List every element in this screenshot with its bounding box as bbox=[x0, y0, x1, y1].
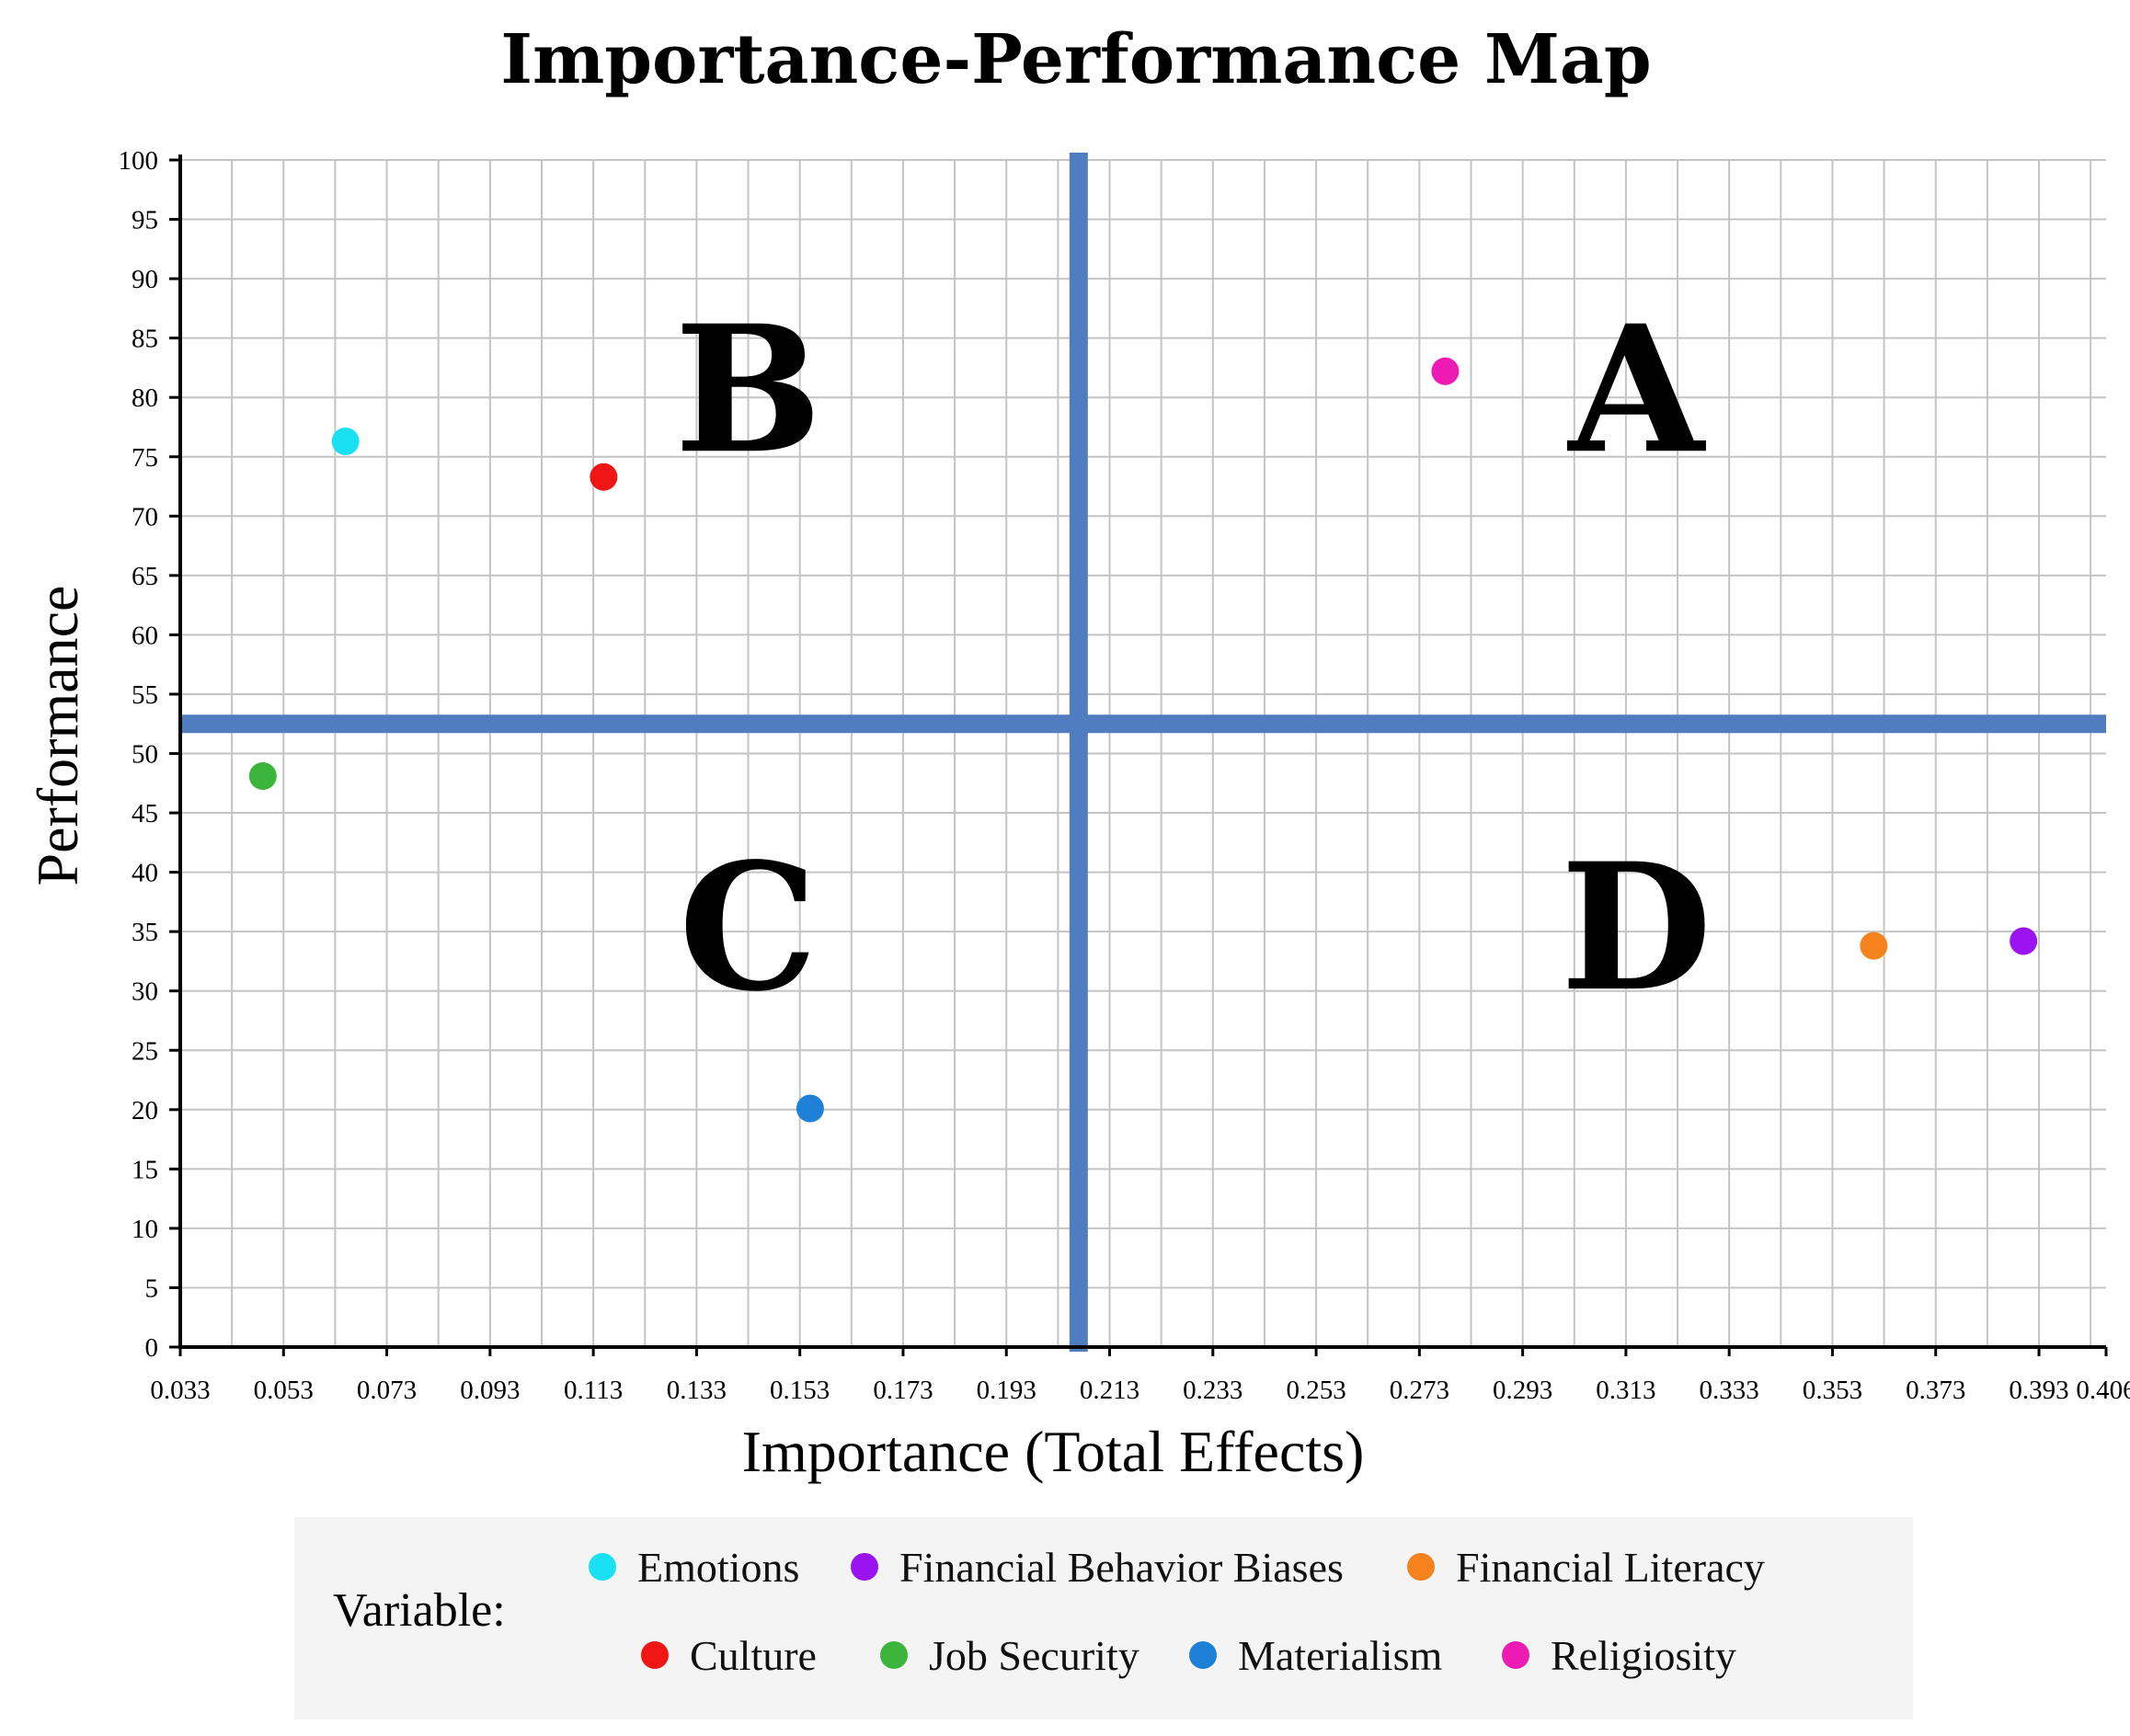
y-tick-label: 10 bbox=[132, 1215, 158, 1244]
y-tick-label: 65 bbox=[132, 562, 158, 591]
y-tick-label: 25 bbox=[132, 1036, 158, 1066]
x-tick-label: 0.373 bbox=[1906, 1376, 1965, 1405]
quadrant-label-d: D bbox=[1561, 825, 1712, 1030]
quadrant-label-b: B bbox=[674, 287, 822, 492]
legend-label-emotions: Emotions bbox=[637, 1544, 799, 1591]
point-culture bbox=[590, 463, 618, 491]
y-tick-label: 20 bbox=[132, 1096, 158, 1125]
legend-background bbox=[294, 1517, 1913, 1719]
legend-items: Emotions Financial Behavior Biases Financi… bbox=[589, 1544, 1765, 1679]
y-tick-labels: 0 5 10 15 20 25 30 35 40 45 50 55 60 65 70 75 80 85 90 95 10… bbox=[119, 146, 159, 1363]
legend-marker-materialism bbox=[1189, 1641, 1217, 1669]
legend: Variable: Emotions Financial Behavior Bia… bbox=[294, 1517, 1913, 1719]
axes bbox=[169, 154, 2108, 1356]
y-tick-label: 85 bbox=[132, 325, 158, 354]
y-tick-label: 45 bbox=[132, 799, 158, 828]
point-financial-behavior-biases bbox=[2010, 927, 2038, 955]
y-tick-label: 70 bbox=[132, 502, 158, 531]
y-tick-label: 90 bbox=[132, 265, 158, 294]
quadrant-label-c: C bbox=[679, 825, 818, 1030]
x-tick-label: 0.153 bbox=[770, 1376, 830, 1405]
x-tick-label: 0.133 bbox=[667, 1376, 727, 1405]
legend-title: Variable: bbox=[333, 1584, 506, 1637]
legend-marker-culture bbox=[641, 1641, 669, 1669]
point-materialism bbox=[796, 1094, 824, 1123]
x-tick-label: 0.353 bbox=[1803, 1376, 1862, 1405]
legend-marker-financial-behavior-biases bbox=[851, 1553, 878, 1581]
x-tick-label: 0.093 bbox=[460, 1376, 520, 1405]
y-tick-label: 50 bbox=[132, 740, 158, 770]
legend-marker-emotions bbox=[589, 1553, 616, 1581]
point-job-security bbox=[248, 762, 277, 791]
y-tick-label: 75 bbox=[132, 443, 158, 473]
y-axis-title: Performance bbox=[25, 586, 90, 886]
y-tick-label: 35 bbox=[132, 918, 158, 947]
legend-label-culture: Culture bbox=[690, 1632, 817, 1679]
x-tick-label: 0.193 bbox=[977, 1376, 1036, 1405]
data-points bbox=[248, 357, 2038, 1123]
x-tick-label: 0.406 bbox=[2076, 1376, 2130, 1405]
x-axis-title: Importance (Total Effects) bbox=[742, 1419, 1365, 1484]
x-tick-label: 0.333 bbox=[1700, 1376, 1759, 1405]
x-tick-label: 0.113 bbox=[564, 1376, 623, 1405]
legend-marker-religiosity bbox=[1502, 1641, 1529, 1669]
x-tick-label: 0.053 bbox=[254, 1376, 314, 1405]
legend-marker-financial-literacy bbox=[1407, 1553, 1435, 1581]
y-tick-label: 55 bbox=[132, 680, 158, 710]
point-emotions bbox=[331, 427, 360, 455]
x-tick-label: 0.393 bbox=[2009, 1376, 2068, 1405]
y-tick-label: 100 bbox=[119, 146, 159, 176]
x-tick-labels: 0.033 0.053 0.073 0.093 0.113 0.133 0.153 0.173… bbox=[150, 1376, 2130, 1405]
x-tick-label: 0.273 bbox=[1390, 1376, 1449, 1405]
legend-label-religiosity: Religiosity bbox=[1551, 1632, 1736, 1679]
y-tick-label: 80 bbox=[132, 383, 158, 413]
y-tick-label: 15 bbox=[132, 1155, 158, 1184]
y-tick-label: 0 bbox=[145, 1333, 159, 1363]
quadrant-labels: A B C D bbox=[674, 287, 1712, 1030]
y-tick-label: 60 bbox=[132, 621, 158, 650]
x-tick-label: 0.293 bbox=[1493, 1376, 1552, 1405]
chart-title: Importance-Performance Map bbox=[500, 20, 1651, 99]
legend-label-financial-literacy: Financial Literacy bbox=[1456, 1544, 1765, 1591]
quadrant-label-a: A bbox=[1566, 287, 1706, 492]
legend-marker-job-security bbox=[880, 1641, 908, 1669]
legend-label-financial-behavior-biases: Financial Behavior Biases bbox=[899, 1544, 1344, 1591]
grid bbox=[179, 159, 2106, 1348]
x-tick-label: 0.073 bbox=[357, 1376, 417, 1405]
y-tick-label: 40 bbox=[132, 859, 158, 888]
y-tick-label: 5 bbox=[145, 1273, 159, 1303]
mean-lines bbox=[180, 153, 2106, 1352]
x-tick-label: 0.173 bbox=[873, 1376, 933, 1405]
y-tick-label: 30 bbox=[132, 977, 158, 1007]
x-tick-label: 0.233 bbox=[1183, 1376, 1242, 1405]
x-tick-label: 0.033 bbox=[150, 1376, 210, 1405]
point-financial-literacy bbox=[1860, 931, 1888, 960]
x-tick-label: 0.213 bbox=[1080, 1376, 1139, 1405]
y-tick-label: 95 bbox=[132, 206, 158, 235]
x-tick-label: 0.253 bbox=[1286, 1376, 1346, 1405]
point-religiosity bbox=[1431, 357, 1460, 385]
legend-label-job-security: Job Security bbox=[929, 1632, 1139, 1679]
x-tick-label: 0.313 bbox=[1596, 1376, 1655, 1405]
legend-label-materialism: Materialism bbox=[1238, 1632, 1442, 1679]
